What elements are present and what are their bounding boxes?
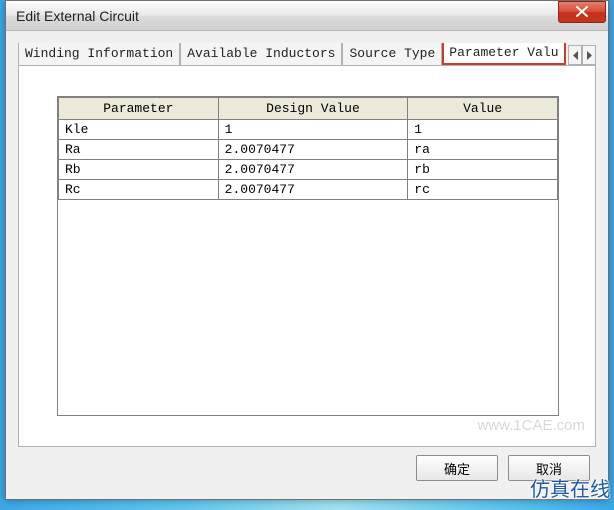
- cell-design-value[interactable]: 2.0070477: [218, 160, 408, 180]
- tab-winding-information[interactable]: Winding Information: [18, 43, 180, 65]
- table-header-row: Parameter Design Value Value: [59, 98, 558, 120]
- cell-value[interactable]: rc: [408, 180, 558, 200]
- tab-label: Source Type: [349, 46, 435, 61]
- cell-design-value[interactable]: 1: [218, 120, 408, 140]
- col-header-value[interactable]: Value: [408, 98, 558, 120]
- client-area: Winding Information Available Inductors …: [12, 37, 602, 491]
- cell-value[interactable]: 1: [408, 120, 558, 140]
- col-header-parameter[interactable]: Parameter: [59, 98, 219, 120]
- cell-design-value[interactable]: 2.0070477: [218, 180, 408, 200]
- tab-parameter-values[interactable]: Parameter Valu: [442, 43, 565, 65]
- tab-label: Winding Information: [25, 46, 173, 61]
- cell-parameter[interactable]: Ra: [59, 140, 219, 160]
- tab-available-inductors[interactable]: Available Inductors: [180, 43, 342, 65]
- dialog-window: Edit External Circuit Winding Informatio…: [5, 0, 609, 500]
- tab-label: Parameter Valu: [449, 45, 558, 60]
- window-title: Edit External Circuit: [16, 8, 558, 24]
- table-row[interactable]: Ra 2.0070477 ra: [59, 140, 558, 160]
- tab-source-type[interactable]: Source Type: [342, 43, 442, 65]
- chevron-left-icon: [572, 51, 579, 60]
- tab-scroll-controls: [568, 45, 596, 65]
- close-button[interactable]: [558, 1, 606, 23]
- cell-value[interactable]: ra: [408, 140, 558, 160]
- ok-button[interactable]: 确定: [416, 455, 498, 481]
- cell-parameter[interactable]: Rc: [59, 180, 219, 200]
- button-label: 取消: [536, 459, 562, 478]
- tab-scroll-left[interactable]: [568, 45, 582, 65]
- table-row[interactable]: Rc 2.0070477 rc: [59, 180, 558, 200]
- tab-strip: Winding Information Available Inductors …: [18, 43, 596, 65]
- cell-parameter[interactable]: Rb: [59, 160, 219, 180]
- cancel-button[interactable]: 取消: [508, 455, 590, 481]
- titlebar[interactable]: Edit External Circuit: [6, 1, 608, 31]
- watermark-site: www.1CAE.com: [477, 417, 585, 434]
- button-label: 确定: [444, 459, 470, 478]
- dialog-button-row: 确定 取消: [416, 455, 590, 481]
- tab-label: Available Inductors: [187, 46, 335, 61]
- table-row[interactable]: Rb 2.0070477 rb: [59, 160, 558, 180]
- col-header-design-value[interactable]: Design Value: [218, 98, 408, 120]
- parameter-table: Parameter Design Value Value Kle 1 1 Ra: [58, 97, 558, 200]
- chevron-right-icon: [586, 51, 593, 60]
- cell-parameter[interactable]: Kle: [59, 120, 219, 140]
- tab-scroll-right[interactable]: [582, 45, 596, 65]
- cell-design-value[interactable]: 2.0070477: [218, 140, 408, 160]
- parameter-table-container: Parameter Design Value Value Kle 1 1 Ra: [57, 96, 559, 416]
- close-icon: [576, 6, 588, 17]
- table-row[interactable]: Kle 1 1: [59, 120, 558, 140]
- cell-value[interactable]: rb: [408, 160, 558, 180]
- tab-panel: 1CAE.COM www.1CAE.com Parameter Design V…: [18, 65, 596, 447]
- table-body: Kle 1 1 Ra 2.0070477 ra Rb 2.0070477: [59, 120, 558, 200]
